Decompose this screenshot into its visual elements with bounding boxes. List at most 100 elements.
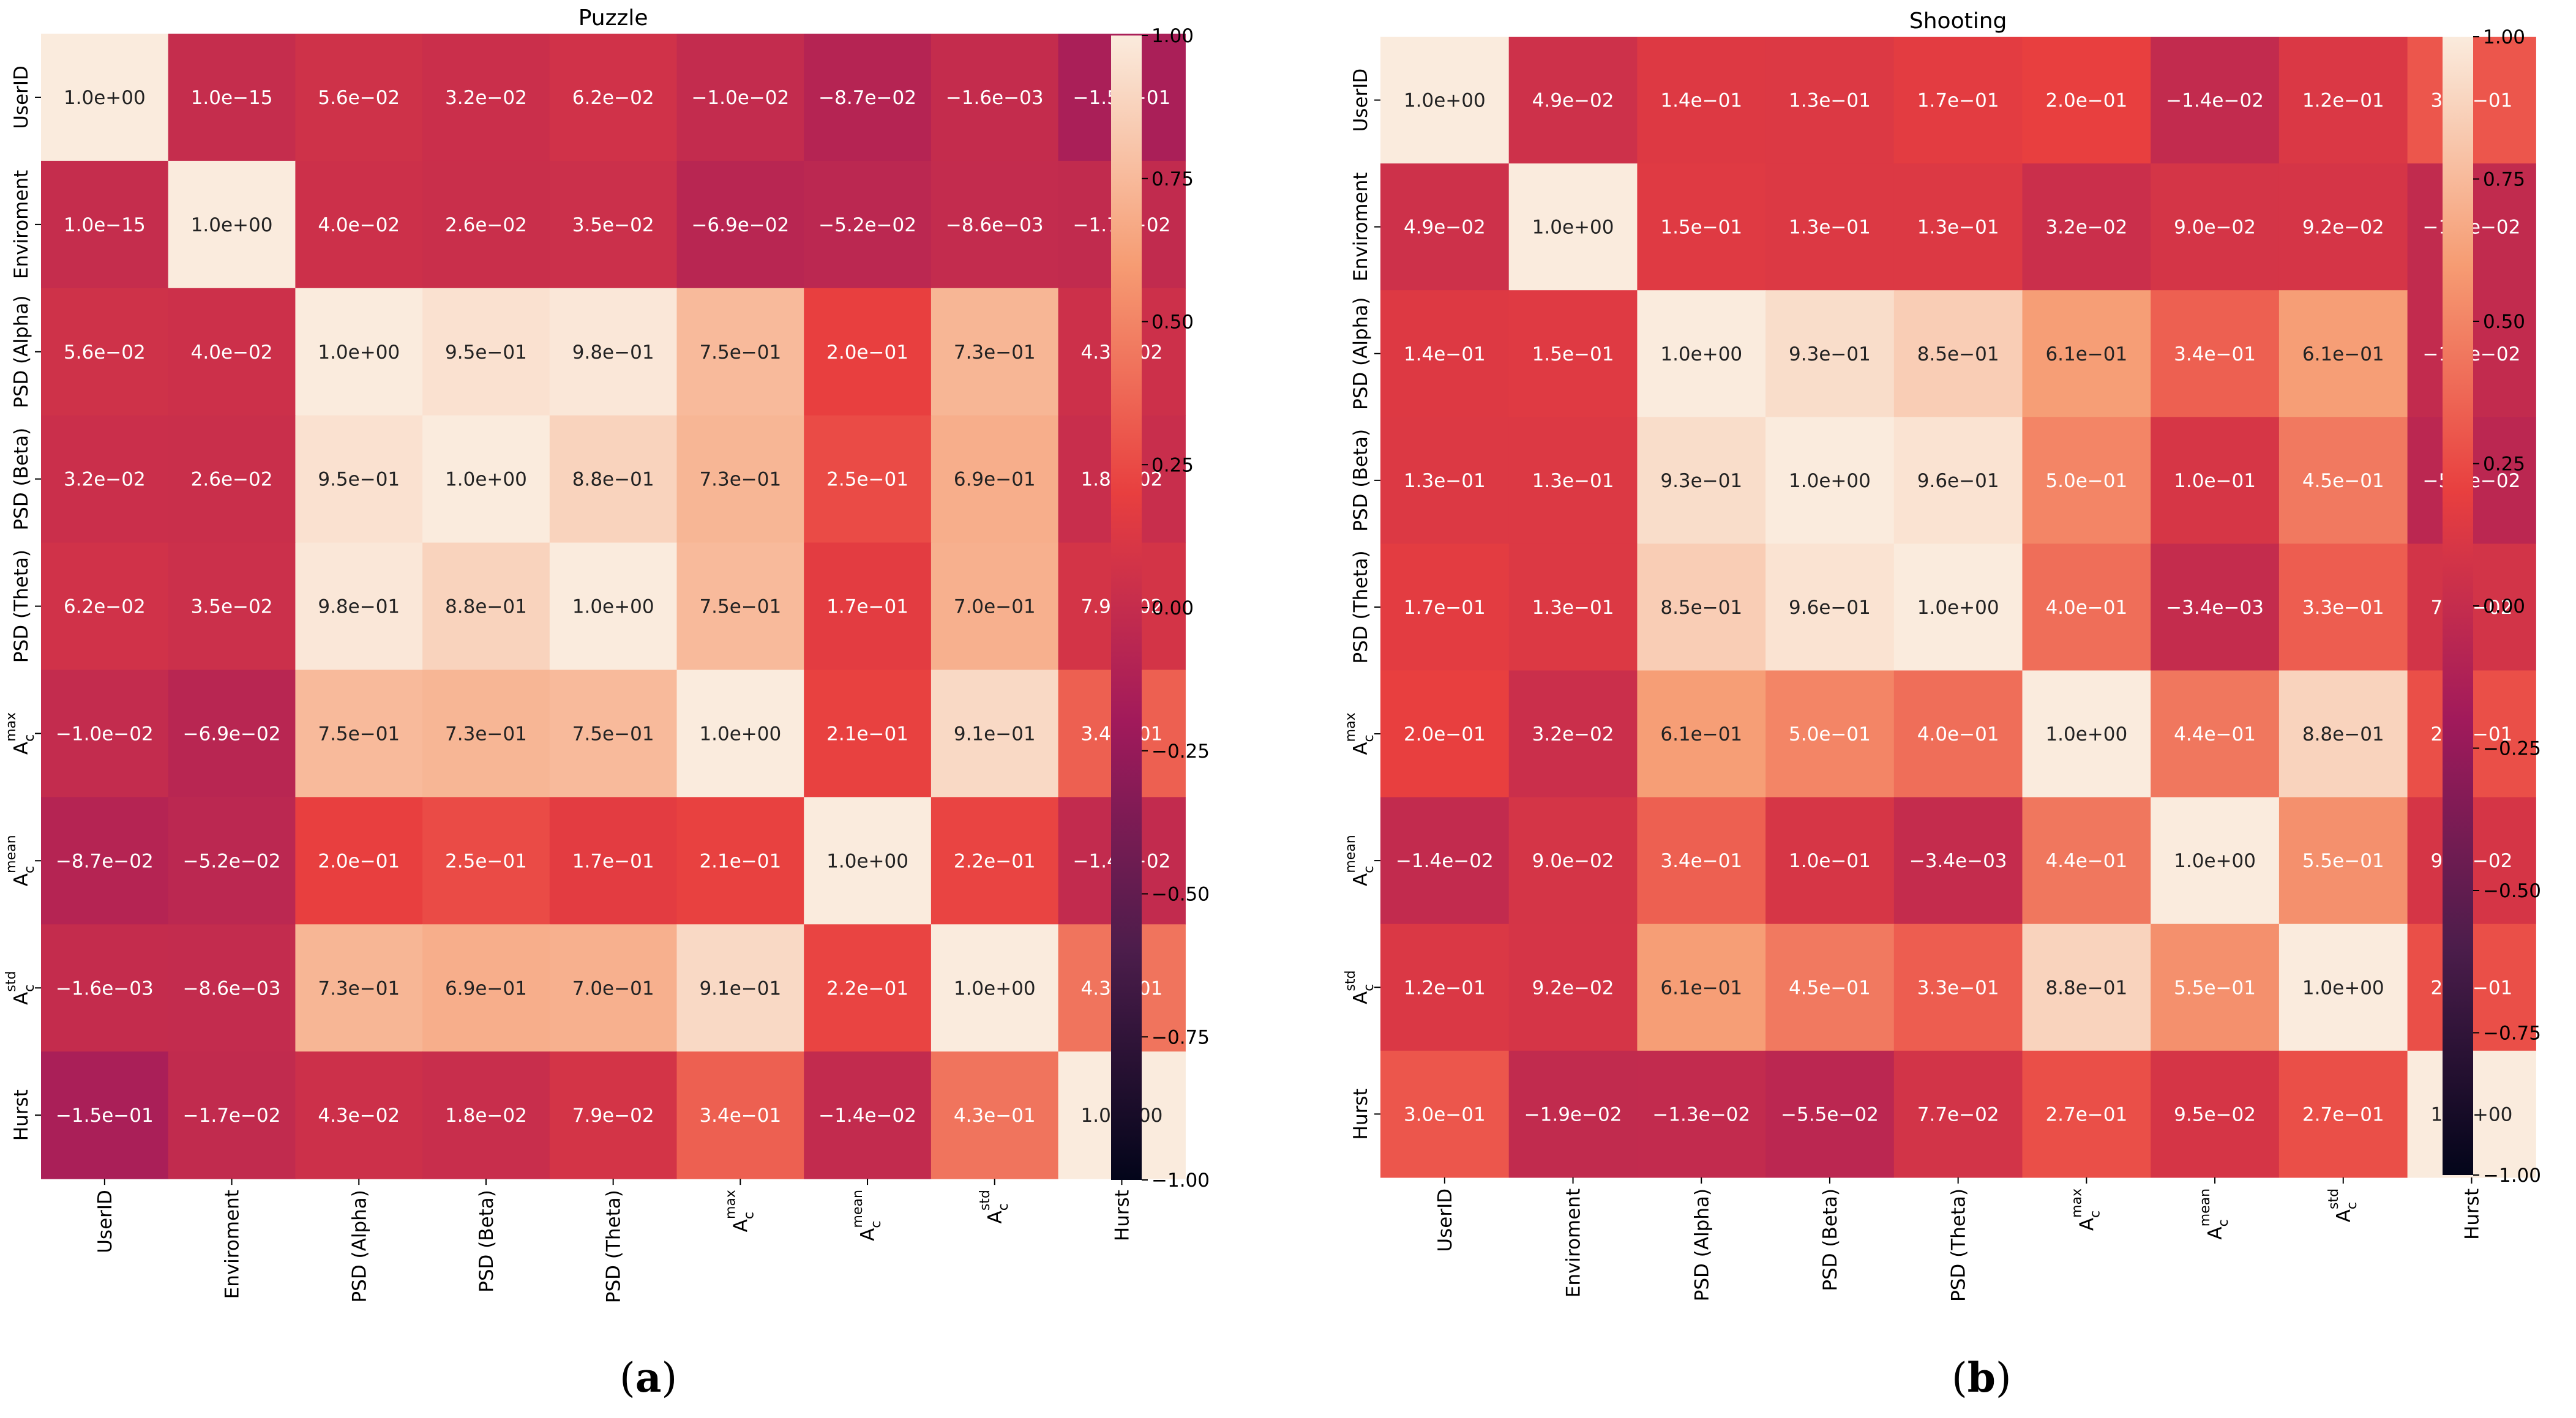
cell-value-label: 7.5e−01 [699,596,781,618]
cell-value-label: 3.4e−01 [699,1105,781,1127]
heatmap-cell [549,415,678,543]
heatmap-cell [168,160,296,289]
colorbar-tick-label: −0.75 [1151,1026,1210,1048]
cell-value-label: 2.1e−01 [826,723,908,745]
cell-value-label: 5.0e−01 [1789,723,1871,745]
cell-value-label: 1.7e−01 [1917,90,1999,112]
cell-value-label: 9.8e−01 [318,596,400,618]
heatmap-cell [2278,1050,2408,1178]
heatmap-cell [2022,163,2151,291]
heatmap-cell [295,670,423,797]
heatmap-cell [168,797,296,925]
cell-value-label: −8.6e−03 [183,977,281,999]
heatmap-cell [2022,543,2151,671]
y-tick-label-hurst: Hurst [1350,1088,1372,1140]
heatmap-cell [295,1051,423,1179]
heatmap-cell [1637,290,1766,417]
heatmap-cell [2022,924,2151,1051]
y-tick-label-psd-theta: PSD (Theta) [10,550,32,663]
cell-value-label: 6.9e−01 [445,977,527,999]
heatmap-cell [1893,290,2023,417]
heatmap-cell [168,542,296,671]
cell-value-label: 4.0e−01 [2045,597,2127,619]
heatmap-cell [422,1051,550,1179]
cell-value-label: 9.1e−01 [954,723,1036,745]
cell-value-label: 4.0e−01 [1917,723,1999,745]
heatmap-cell [804,1051,932,1179]
heatmap-cell [1765,924,1895,1051]
cell-value-label: 1.7e−01 [572,850,654,872]
heatmap-cell [168,670,296,797]
cell-value-label: 8.8e−01 [572,469,654,491]
heatmap-cell [168,288,296,416]
cell-value-label: 2.5e−01 [445,850,527,872]
cell-value-label: 1.0e+00 [1917,597,1999,619]
heatmap-cell [1893,163,2023,291]
cell-value-label: 3.0e−01 [1404,1103,1486,1125]
heatmap-cell [676,34,804,162]
cell-value-label: 3.4e−01 [2174,343,2256,365]
colorbar-tick-label: 0.50 [1151,312,1194,334]
cell-value-label: 9.0e−02 [2174,217,2256,239]
cell-value-label: 1.0e−01 [1789,850,1871,872]
heatmap-cell [804,288,932,416]
heatmap-cell [930,542,1059,671]
heatmap-cell [1508,290,1638,417]
cell-value-label: −6.9e−02 [691,214,789,236]
heatmap-cell [422,160,550,289]
x-tick-label-hurst: Hurst [2461,1189,2483,1240]
cell-value-label: 2.2e−01 [826,977,908,999]
heatmap-cell [41,542,169,671]
y-tick-label-psd-alpha: PSD (Alpha) [10,296,32,408]
cell-value-label: 3.2e−02 [2045,217,2127,239]
heatmap-cell [422,670,550,797]
heatmap-cell [295,34,423,162]
cell-value-label: 1.4e−01 [1660,90,1742,112]
heatmap-cell [2151,924,2280,1051]
heatmap-cell [2278,543,2408,671]
cell-value-label: 2.0e−01 [2045,90,2127,112]
y-tick-label-hurst: Hurst [10,1089,32,1141]
heatmap-cell [1508,1050,1638,1178]
heatmap-cell [804,34,932,162]
heatmap-cell [1380,924,1510,1051]
cell-value-label: 1.0e+00 [2045,723,2127,745]
y-tick-label-a-c-mean: Acmean [4,835,37,886]
cell-value-label: 8.5e−01 [1917,343,1999,365]
cell-value-label: 1.3e−01 [1532,470,1614,492]
cell-value-label: 1.7e−01 [826,596,908,618]
cell-value-label: 7.7e−02 [1917,1103,1999,1125]
cell-value-label: 1.0e−15 [64,214,146,236]
heatmap-cell [804,670,932,797]
cell-value-label: −3.4e−03 [1909,850,2007,872]
y-tick-label-enviroment: Enviroment [10,170,32,279]
cell-value-label: 5.5e−01 [2174,977,2256,999]
heatmap-cell [549,288,678,416]
cell-value-label: 9.8e−01 [572,341,654,364]
heatmap-cell [295,797,423,925]
heatmap-cell [1508,37,1638,164]
cell-value-label: 4.0e−02 [191,341,273,364]
colorbar-tick-label: 0.75 [2483,169,2525,191]
cell-value-label: 4.4e−01 [2174,723,2256,745]
cell-value-label: 8.5e−01 [1660,597,1742,619]
cell-value-label: 7.0e−01 [954,596,1036,618]
heatmap-cell [2151,163,2280,291]
heatmap-cell [41,415,169,543]
x-tick-label-enviroment: Enviroment [1563,1189,1585,1297]
heatmap-cell [2278,290,2408,417]
cell-value-label: 9.6e−01 [1789,597,1871,619]
colorbar-tick-label: −0.75 [2483,1023,2541,1045]
heatmap-cell [1380,1050,1510,1178]
x-tick-label-a-c-std: Acstd [978,1190,1011,1223]
cell-value-label: 5.5e−01 [2302,850,2384,872]
cell-value-label: 6.1e−01 [2302,343,2384,365]
heatmap-cell [676,924,804,1052]
heatmap-cell [1765,290,1895,417]
cell-value-label: 1.2e−01 [1404,977,1486,999]
cell-value-label: 3.2e−02 [1532,723,1614,745]
cell-value-label: 4.3e−01 [954,1105,1036,1127]
cell-value-label: 4.0e−02 [318,214,400,236]
heatmap-cell [1508,797,1638,925]
cell-value-label: 9.5e−02 [2174,1103,2256,1125]
